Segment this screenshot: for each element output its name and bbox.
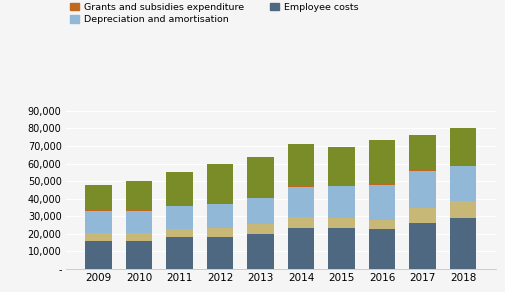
Bar: [166, 237, 192, 269]
Bar: [126, 210, 152, 211]
Bar: [449, 218, 475, 269]
Bar: [368, 220, 394, 229]
Bar: [409, 208, 435, 223]
Bar: [287, 187, 314, 217]
Bar: [287, 144, 314, 186]
Bar: [247, 157, 273, 197]
Bar: [85, 185, 112, 210]
Bar: [328, 186, 354, 218]
Bar: [247, 198, 273, 224]
Bar: [449, 165, 475, 166]
Bar: [328, 185, 354, 186]
Bar: [287, 228, 314, 269]
Bar: [126, 241, 152, 269]
Bar: [85, 241, 112, 269]
Bar: [368, 183, 394, 185]
Bar: [126, 211, 152, 233]
Legend: Purchases and other operating costs, Grants and subsidies expenditure, Depreciat: Purchases and other operating costs, Gra…: [66, 0, 402, 28]
Bar: [287, 186, 314, 187]
Bar: [409, 171, 435, 208]
Bar: [449, 128, 475, 165]
Bar: [449, 166, 475, 201]
Bar: [166, 172, 192, 206]
Bar: [126, 233, 152, 241]
Bar: [247, 224, 273, 234]
Bar: [368, 140, 394, 183]
Bar: [449, 201, 475, 218]
Bar: [207, 203, 233, 204]
Bar: [328, 218, 354, 228]
Bar: [166, 206, 192, 229]
Bar: [126, 181, 152, 210]
Bar: [207, 204, 233, 228]
Bar: [85, 210, 112, 211]
Bar: [247, 197, 273, 198]
Bar: [409, 223, 435, 269]
Bar: [207, 228, 233, 237]
Bar: [328, 147, 354, 185]
Bar: [287, 217, 314, 228]
Bar: [85, 211, 112, 233]
Bar: [409, 135, 435, 169]
Bar: [207, 164, 233, 203]
Bar: [368, 185, 394, 220]
Bar: [85, 233, 112, 241]
Bar: [368, 229, 394, 269]
Bar: [207, 237, 233, 269]
Bar: [166, 229, 192, 237]
Bar: [247, 234, 273, 269]
Bar: [328, 228, 354, 269]
Bar: [409, 169, 435, 171]
